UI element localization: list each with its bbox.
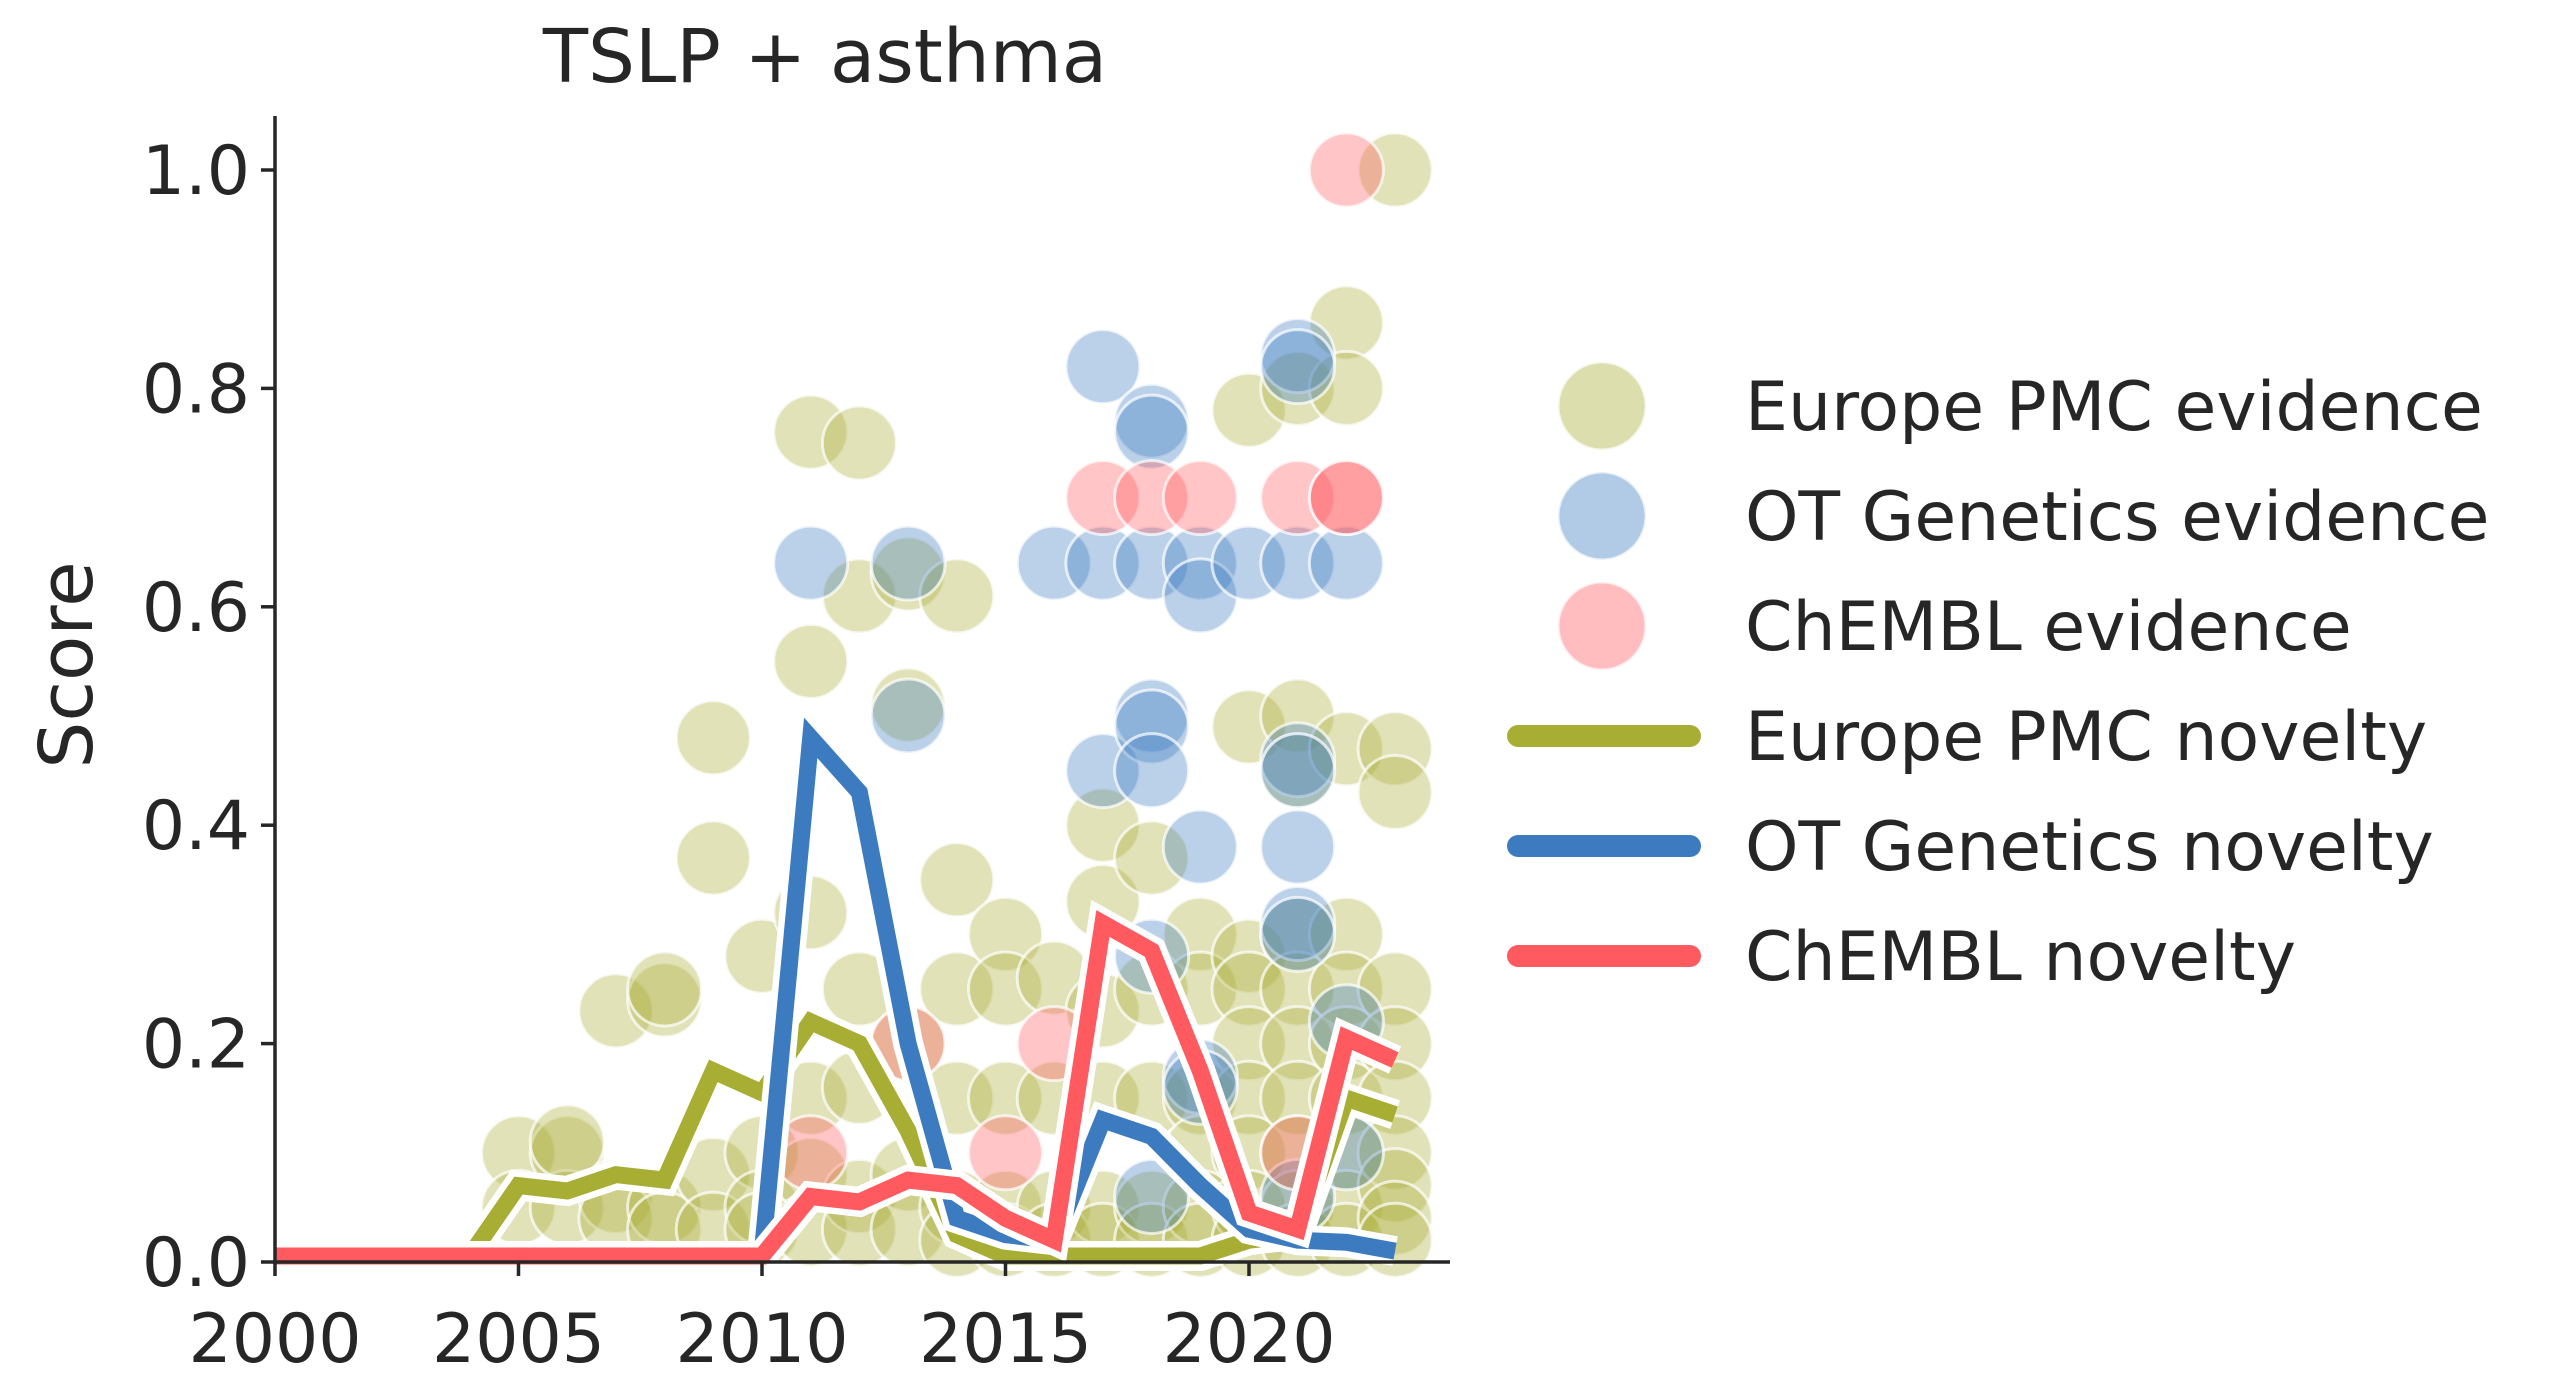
scatter-point [1309, 133, 1383, 207]
legend-label: Europe PMC novelty [1745, 698, 2427, 777]
legend-entry-5: ChEMBL novelty [1518, 918, 2296, 997]
scatter-point [871, 526, 945, 600]
x-tick-label: 2000 [188, 1300, 361, 1379]
scatter-point [822, 406, 896, 480]
scatter-point [1309, 526, 1383, 600]
scatter-point [969, 1116, 1043, 1190]
legend-entry-3: Europe PMC novelty [1518, 698, 2427, 777]
scatter-point [1115, 734, 1189, 808]
scatter-point [1163, 461, 1237, 535]
legend-label: OT Genetics evidence [1745, 478, 2489, 557]
x-tick-label: 2010 [675, 1300, 848, 1379]
legend-marker [1558, 582, 1646, 670]
legend-marker [1558, 362, 1646, 450]
legend-label: ChEMBL evidence [1745, 588, 2352, 667]
legend-entry-4: OT Genetics novelty [1518, 808, 2434, 887]
y-tick-label: 0.0 [142, 1224, 250, 1303]
scatter-point [676, 701, 750, 775]
scatter-point [774, 526, 848, 600]
scatter-point [628, 952, 702, 1026]
legend-marker [1558, 472, 1646, 560]
legend-label: ChEMBL novelty [1745, 918, 2296, 997]
scatter-series-0 [482, 133, 1433, 1277]
x-tick-label: 2005 [432, 1300, 605, 1379]
y-axis-label: Score [24, 561, 110, 768]
legend-entry-1: OT Genetics evidence [1558, 472, 2489, 560]
y-tick-label: 1.0 [142, 132, 250, 211]
legend-label: Europe PMC evidence [1745, 368, 2483, 447]
scatter-point [871, 679, 945, 753]
scatter-point [1163, 810, 1237, 884]
scatter-point [1309, 461, 1383, 535]
legend-entry-0: Europe PMC evidence [1558, 362, 2483, 450]
y-tick-label: 0.8 [142, 350, 250, 429]
scatter-point [1358, 755, 1432, 829]
scatter-point [676, 821, 750, 895]
y-tick-label: 0.6 [142, 569, 250, 648]
x-tick-label: 2020 [1162, 1300, 1335, 1379]
scatter-point [1261, 330, 1335, 404]
scatter-point [774, 624, 848, 698]
y-tick-label: 0.4 [142, 787, 250, 866]
y-tick-label: 0.2 [142, 1006, 250, 1085]
x-tick-label: 2015 [919, 1300, 1092, 1379]
legend-entry-2: ChEMBL evidence [1558, 582, 2352, 670]
scatter-layer [482, 133, 1433, 1277]
chart-title: TSLP + asthma [542, 14, 1107, 100]
scatter-point [1261, 734, 1335, 808]
legend: Europe PMC evidence OT Genetics evidence C… [1518, 362, 2489, 997]
legend-label: OT Genetics novelty [1745, 808, 2434, 887]
scatter-point [1261, 810, 1335, 884]
scatter-point [1115, 395, 1189, 469]
scatter-point [1261, 897, 1335, 971]
